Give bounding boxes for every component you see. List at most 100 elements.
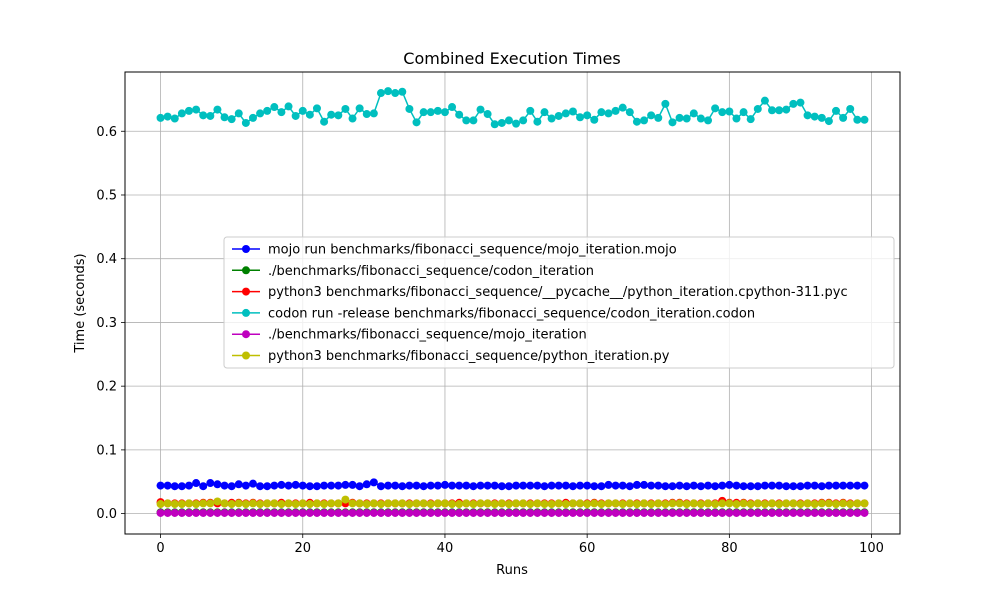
data-point <box>384 508 393 517</box>
data-point <box>469 500 478 509</box>
data-point <box>462 481 471 490</box>
data-point <box>775 508 784 517</box>
data-point <box>860 508 869 517</box>
data-point <box>547 114 556 123</box>
data-point <box>355 482 364 491</box>
data-point <box>362 500 371 509</box>
data-point <box>732 481 741 490</box>
data-point <box>668 508 677 517</box>
data-point <box>590 115 599 124</box>
data-point <box>184 481 193 490</box>
data-point <box>746 500 755 509</box>
data-point <box>661 500 670 509</box>
data-point <box>689 499 698 508</box>
data-point <box>810 508 819 517</box>
data-point <box>526 106 535 115</box>
data-point <box>746 508 755 517</box>
data-point <box>284 481 293 490</box>
data-point <box>284 102 293 111</box>
data-point <box>291 480 300 489</box>
data-point <box>462 508 471 517</box>
data-point <box>163 112 172 121</box>
data-point <box>561 481 570 490</box>
data-point <box>846 481 855 490</box>
data-point <box>526 500 535 509</box>
data-point <box>540 108 549 117</box>
data-point <box>234 508 243 517</box>
data-point <box>675 113 684 122</box>
legend-entry: python3 benchmarks/fibonacci_sequence/__… <box>232 285 848 300</box>
data-point <box>725 508 734 517</box>
data-point <box>156 508 165 517</box>
data-point <box>227 115 236 124</box>
data-point <box>839 499 848 508</box>
data-point <box>263 499 272 508</box>
data-point <box>426 108 435 117</box>
data-point <box>362 480 371 489</box>
legend-label: ./benchmarks/fibonacci_sequence/codon_it… <box>268 264 594 279</box>
x-tick-label: 40 <box>437 541 454 556</box>
data-point <box>796 482 805 491</box>
data-point <box>810 500 819 509</box>
data-point <box>433 481 442 490</box>
data-point <box>718 481 727 490</box>
data-point <box>376 500 385 509</box>
data-point <box>504 482 513 491</box>
data-point <box>632 500 641 509</box>
data-point <box>256 109 265 118</box>
data-point <box>170 114 179 123</box>
data-point <box>846 104 855 113</box>
data-point <box>177 109 186 118</box>
data-point <box>433 508 442 517</box>
data-point <box>547 500 556 509</box>
data-point <box>327 508 336 517</box>
data-point <box>725 480 734 489</box>
data-point <box>839 113 848 122</box>
data-point <box>561 508 570 517</box>
data-point <box>412 499 421 508</box>
legend-label: mojo run benchmarks/fibonacci_sequence/m… <box>268 243 677 258</box>
data-point <box>611 481 620 490</box>
data-point <box>405 500 414 509</box>
data-point <box>725 499 734 508</box>
data-point <box>597 508 606 517</box>
data-point <box>561 500 570 509</box>
data-point <box>654 508 663 517</box>
data-point <box>504 500 513 509</box>
data-point <box>718 108 727 117</box>
data-point <box>483 508 492 517</box>
data-point <box>590 508 599 517</box>
data-point <box>234 499 243 508</box>
data-point <box>369 508 378 517</box>
data-point <box>540 482 549 491</box>
data-point <box>177 508 186 517</box>
data-point <box>604 499 613 508</box>
y-tick-label: 0.2 <box>96 380 117 395</box>
data-point <box>263 482 272 491</box>
data-point <box>348 114 357 123</box>
data-point <box>760 96 769 105</box>
data-point <box>483 110 492 119</box>
data-point <box>789 499 798 508</box>
data-point <box>590 499 599 508</box>
data-point <box>711 508 720 517</box>
data-point <box>270 508 279 517</box>
data-point <box>661 482 670 491</box>
data-point <box>775 500 784 509</box>
data-point <box>298 481 307 490</box>
data-point <box>696 114 705 123</box>
data-point <box>490 500 499 509</box>
y-axis-label: Time (seconds) <box>73 253 88 353</box>
data-point <box>469 116 478 125</box>
data-point <box>597 108 606 117</box>
data-point <box>320 117 329 126</box>
data-point <box>398 87 407 96</box>
data-point <box>632 508 641 517</box>
data-point <box>305 500 314 509</box>
data-point <box>576 499 585 508</box>
data-point <box>796 508 805 517</box>
data-point <box>689 481 698 490</box>
data-point <box>583 500 592 509</box>
data-point <box>348 508 357 517</box>
data-point <box>440 508 449 517</box>
